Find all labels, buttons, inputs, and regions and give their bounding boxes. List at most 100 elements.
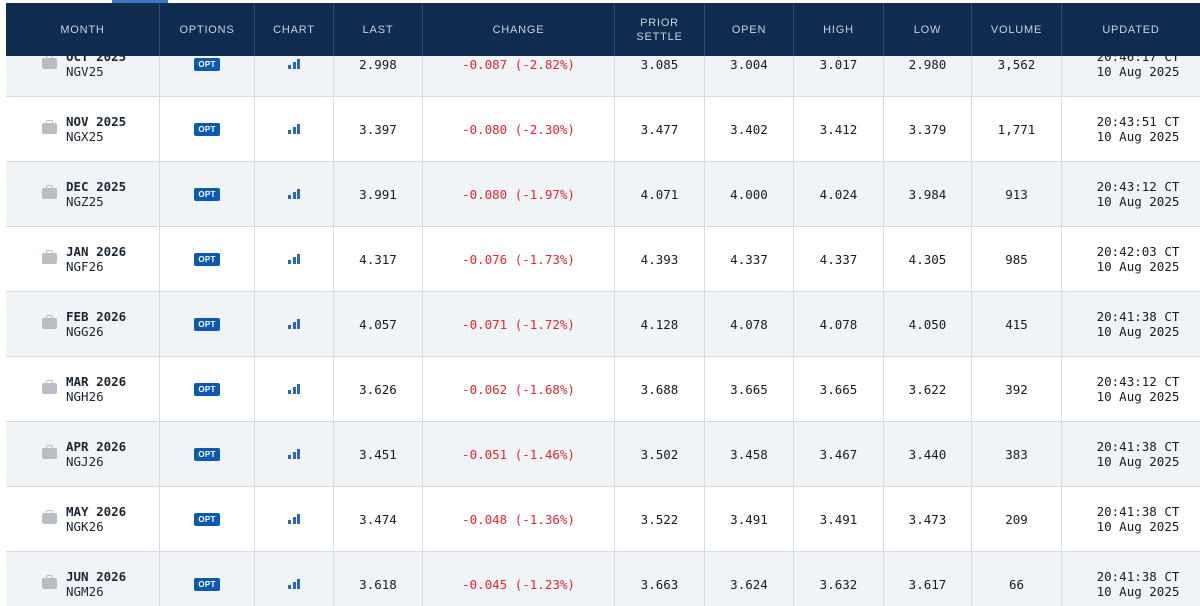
opt-button[interactable]: OPT [194, 252, 220, 266]
price-change: -0.076 (-1.73%) [423, 227, 615, 291]
col-header-options[interactable]: OPTIONS [160, 3, 255, 56]
opt-button[interactable]: OPT [194, 577, 220, 591]
opt-button[interactable]: OPT [194, 122, 220, 136]
col-header-updated[interactable]: UPDATED [1102, 23, 1160, 36]
table-row: MAY 2026 NGK26 OPT 3.474 -0.048 (-1.36%) 3.52… [6, 487, 1200, 552]
chart-cell [255, 357, 334, 421]
bar-chart-icon[interactable] [288, 319, 300, 329]
high-price: 4.024 [794, 162, 884, 226]
col-header-chart[interactable]: CHART [255, 3, 334, 56]
table-row: APR 2026 NGJ26 OPT 3.451 -0.051 (-1.46%) 3.50… [6, 422, 1200, 487]
bar-chart-icon[interactable] [288, 124, 300, 134]
table-body: OCT 2025 NGV25 OPT 2.998 -0.087 (-2.82%) 3.08… [6, 32, 1200, 606]
contract-symbol: NGZ25 [66, 194, 104, 209]
open-price: 3.665 [705, 357, 794, 421]
contract-month: NOV 2025 [66, 114, 127, 129]
col-header-open[interactable]: OPEN [705, 3, 794, 56]
open-price: 4.337 [705, 227, 794, 291]
low-price: 2.980 [884, 32, 972, 96]
contract-month: MAY 2026 [66, 504, 127, 519]
col-header-change[interactable]: CHANGE [423, 3, 615, 56]
month-cell[interactable]: FEB 2026 NGG26 [6, 292, 160, 356]
last-price: 2.998 [334, 32, 423, 96]
last-price: 4.057 [334, 292, 423, 356]
contract-symbol: NGF26 [66, 259, 104, 274]
bar-chart-icon[interactable] [288, 384, 300, 394]
briefcase-icon [42, 315, 57, 329]
options-cell: OPT [160, 357, 255, 421]
contract-month: DEC 2025 [66, 179, 127, 194]
open-price: 3.458 [705, 422, 794, 486]
col-header-volume[interactable]: VOLUME [972, 3, 1062, 56]
chart-cell [255, 227, 334, 291]
month-cell[interactable]: MAR 2026 NGH26 [6, 357, 160, 421]
contract-month: JUN 2026 [66, 569, 127, 584]
top-accent-bar [112, 0, 168, 3]
opt-button[interactable]: OPT [194, 382, 220, 396]
month-cell[interactable]: JUN 2026 NGM26 [6, 552, 160, 606]
table-row: JUN 2026 NGM26 OPT 3.618 -0.045 (-1.23%) 3.66… [6, 552, 1200, 606]
updated-cell: 20:43:12 CT 10 Aug 2025 [1062, 357, 1200, 421]
updated-time: 20:42:03 CT [1096, 244, 1180, 259]
high-price: 3.491 [794, 487, 884, 551]
month-cell[interactable]: MAY 2026 NGK26 [6, 487, 160, 551]
opt-button[interactable]: OPT [194, 57, 220, 71]
table-header: MONTH OPTIONS CHART LAST CHANGE PRIOR SE… [6, 3, 1200, 56]
updated-date: 10 Aug 2025 [1096, 64, 1180, 79]
open-price: 3.402 [705, 97, 794, 161]
low-price: 3.473 [884, 487, 972, 551]
prior-settle: 3.522 [615, 487, 705, 551]
contract-month: MAR 2026 [66, 374, 127, 389]
prior-settle: 4.071 [615, 162, 705, 226]
col-header-prior-settle[interactable]: PRIOR SETTLE [615, 3, 705, 56]
updated-date: 10 Aug 2025 [1096, 259, 1180, 274]
price-change: -0.080 (-1.97%) [423, 162, 615, 226]
chart-cell [255, 552, 334, 606]
bar-chart-icon[interactable] [288, 514, 300, 524]
last-price: 3.618 [334, 552, 423, 606]
updated-cell: 20:41:38 CT 10 Aug 2025 [1062, 552, 1200, 606]
bar-chart-icon[interactable] [288, 59, 300, 69]
col-header-month[interactable]: MONTH [6, 3, 160, 56]
bar-chart-icon[interactable] [288, 579, 300, 589]
briefcase-icon [42, 575, 57, 589]
col-header-high[interactable]: HIGH [794, 3, 884, 56]
bar-chart-icon[interactable] [288, 449, 300, 459]
high-price: 4.337 [794, 227, 884, 291]
table-row: NOV 2025 NGX25 OPT 3.397 -0.080 (-2.30%) 3.47… [6, 97, 1200, 162]
prior-settle: 4.128 [615, 292, 705, 356]
opt-button[interactable]: OPT [194, 317, 220, 331]
col-header-last[interactable]: LAST [334, 3, 423, 56]
volume: 383 [972, 422, 1062, 486]
open-price: 3.004 [705, 32, 794, 96]
table-row: FEB 2026 NGG26 OPT 4.057 -0.071 (-1.72%) 4.12… [6, 292, 1200, 357]
prior-settle: 4.393 [615, 227, 705, 291]
updated-date: 10 Aug 2025 [1096, 194, 1180, 209]
prior-settle: 3.502 [615, 422, 705, 486]
open-price: 3.491 [705, 487, 794, 551]
updated-cell: 20:43:12 CT 10 Aug 2025 [1062, 162, 1200, 226]
prior-settle: 3.085 [615, 32, 705, 96]
month-cell[interactable]: NOV 2025 NGX25 [6, 97, 160, 161]
high-price: 3.665 [794, 357, 884, 421]
month-cell[interactable]: DEC 2025 NGZ25 [6, 162, 160, 226]
opt-button[interactable]: OPT [194, 512, 220, 526]
price-change: -0.048 (-1.36%) [423, 487, 615, 551]
bar-chart-icon[interactable] [288, 189, 300, 199]
low-price: 4.305 [884, 227, 972, 291]
volume: 985 [972, 227, 1062, 291]
updated-date: 10 Aug 2025 [1096, 389, 1180, 404]
last-price: 3.451 [334, 422, 423, 486]
updated-date: 10 Aug 2025 [1096, 129, 1180, 144]
updated-time: 20:41:38 CT [1096, 569, 1180, 584]
month-cell[interactable]: APR 2026 NGJ26 [6, 422, 160, 486]
contract-symbol: NGG26 [66, 324, 104, 339]
price-change: -0.062 (-1.68%) [423, 357, 615, 421]
volume: 66 [972, 552, 1062, 606]
col-header-low[interactable]: LOW [884, 3, 972, 56]
opt-button[interactable]: OPT [194, 447, 220, 461]
month-cell[interactable]: JAN 2026 NGF26 [6, 227, 160, 291]
price-change: -0.080 (-2.30%) [423, 97, 615, 161]
opt-button[interactable]: OPT [194, 187, 220, 201]
bar-chart-icon[interactable] [288, 254, 300, 264]
